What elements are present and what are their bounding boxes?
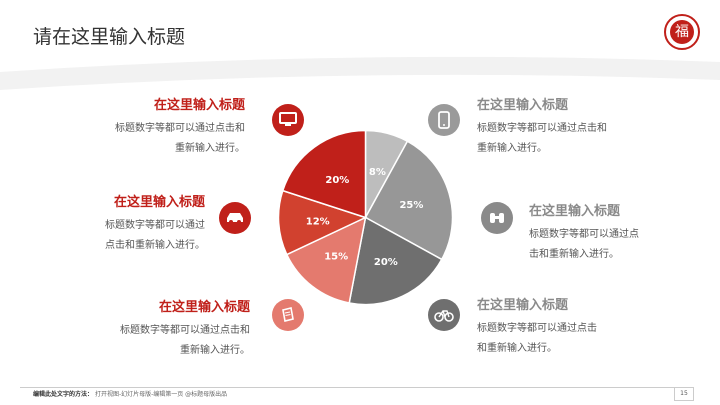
- bicycle-icon: [428, 299, 460, 331]
- item-left-3: 在这里输入标题 标题数字等都可以通过点击和 重新输入进行。: [110, 296, 250, 361]
- item-body-line: 点击和重新输入进行。: [105, 240, 205, 251]
- item-title: 在这里输入标题: [477, 298, 569, 313]
- item-body: 标题数字等都可以通过点击和 重新输入进行。: [110, 321, 250, 361]
- pie-slice-label: 20%: [325, 175, 349, 186]
- pie-slice: [278, 189, 368, 256]
- item-body: 标题数字等都可以通过点 击和重新输入进行。: [529, 225, 689, 265]
- page-number: 15: [674, 387, 694, 401]
- pie-slice: [348, 216, 443, 305]
- item-body-line: 和重新输入进行。: [477, 343, 557, 354]
- item-body-line: 标题数字等都可以通过: [105, 220, 205, 231]
- item-right-2: 在这里输入标题 标题数字等都可以通过点 击和重新输入进行。: [529, 200, 689, 265]
- logo: 福: [664, 14, 700, 50]
- pie-chart: 8% 25% 20% 15% 12% 20%: [278, 130, 453, 305]
- item-body: 标题数字等都可以通过点击和 重新输入进行。: [477, 119, 677, 159]
- item-title: 在这里输入标题: [113, 195, 205, 210]
- item-left-1: 在这里输入标题 标题数字等都可以通过点击和 重新输入进行。: [95, 94, 245, 159]
- phone-icon: [428, 104, 460, 136]
- binoculars-icon: [481, 202, 513, 234]
- item-right-3: 在这里输入标题 标题数字等都可以通过点击 和重新输入进行。: [477, 294, 677, 359]
- footer-divider: [20, 387, 680, 388]
- item-title: 在这里输入标题: [477, 98, 569, 113]
- item-body-line: 标题数字等都可以通过点击和: [477, 123, 607, 134]
- item-body-line: 重新输入进行。: [180, 345, 250, 356]
- pie-slice-label: 25%: [399, 200, 423, 211]
- pie-labels: 8% 25% 20% 15% 12% 20%: [306, 167, 424, 268]
- footer-note: 打开视图-幻灯片母版-编辑第一页 @标题母版出品: [94, 391, 228, 398]
- item-body-line: 标题数字等都可以通过点击和: [120, 325, 250, 336]
- pie-slice: [364, 140, 453, 261]
- page-title: 请在这里输入标题: [33, 26, 186, 48]
- header-band: [0, 0, 720, 90]
- logo-glyph: 福: [670, 20, 694, 44]
- item-body-line: 标题数字等都可以通过点: [529, 229, 639, 240]
- item-body: 标题数字等都可以通过 点击和重新输入进行。: [95, 216, 205, 256]
- item-left-2: 在这里输入标题 标题数字等都可以通过 点击和重新输入进行。: [95, 191, 205, 256]
- item-body-line: 标题数字等都可以通过点击: [477, 323, 597, 334]
- pie-slices: [278, 130, 453, 305]
- pie-slice: [281, 130, 367, 219]
- item-title: 在这里输入标题: [158, 300, 250, 315]
- pie-slice-label: 12%: [306, 217, 330, 228]
- item-body: 标题数字等都可以通过点击 和重新输入进行。: [477, 319, 677, 359]
- item-body: 标题数字等都可以通过点击和 重新输入进行。: [95, 119, 245, 159]
- pie-slice-label: 8%: [369, 167, 386, 178]
- book-icon: [272, 299, 304, 331]
- car-icon: [219, 202, 251, 234]
- footer: 编辑此处文字的方法： 打开视图-幻灯片母版-编辑第一页 @标题母版出品 15: [0, 382, 720, 405]
- footer-text: 编辑此处文字的方法： 打开视图-幻灯片母版-编辑第一页 @标题母版出品: [33, 389, 227, 398]
- item-title: 在这里输入标题: [529, 204, 621, 219]
- item-body-line: 击和重新输入进行。: [529, 249, 619, 260]
- pie-slice-label: 15%: [324, 251, 348, 262]
- item-body-line: 重新输入进行。: [477, 143, 547, 154]
- item-right-1: 在这里输入标题 标题数字等都可以通过点击和 重新输入进行。: [477, 94, 677, 159]
- item-body-line: 标题数字等都可以通过点击和: [115, 123, 245, 134]
- pie-slice-label: 20%: [374, 257, 398, 268]
- monitor-icon: [272, 104, 304, 136]
- item-body-line: 重新输入进行。: [175, 143, 245, 154]
- footer-strong: 编辑此处文字的方法：: [33, 391, 94, 398]
- pie-slice: [285, 216, 367, 304]
- item-title: 在这里输入标题: [153, 98, 245, 113]
